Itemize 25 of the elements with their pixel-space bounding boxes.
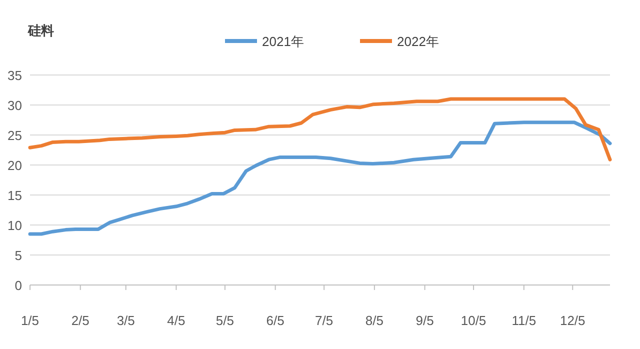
legend-label: 2021年 (262, 34, 304, 49)
x-tick-label: 11/5 (512, 313, 536, 328)
y-tick-label: 15 (8, 188, 22, 203)
chart-title: 硅料 (27, 23, 54, 38)
legend-label: 2022年 (397, 34, 439, 49)
x-tick-label: 10/5 (460, 313, 486, 328)
x-tick-label: 8/5 (365, 313, 384, 328)
x-tick-label: 5/5 (216, 313, 234, 328)
x-tick-label: 7/5 (315, 313, 334, 328)
x-tick-label: 12/5 (560, 313, 586, 328)
y-tick-label: 30 (8, 98, 22, 113)
y-tick-label: 5 (14, 248, 22, 263)
x-tick-label: 4/5 (167, 313, 186, 328)
y-tick-label: 25 (8, 128, 22, 143)
x-tick-label: 1/5 (20, 313, 40, 328)
y-tick-label: 10 (8, 218, 22, 233)
y-tick-label: 20 (8, 158, 22, 173)
y-tick-label: 35 (8, 68, 22, 83)
x-tick-label: 3/5 (116, 313, 135, 328)
line-series (28, 97, 612, 162)
x-tick-label: 2/5 (71, 313, 90, 328)
x-tick-label: 6/5 (266, 313, 284, 328)
line-series (28, 120, 612, 236)
y-tick-label: 0 (14, 278, 22, 293)
x-tick-label: 9/5 (416, 313, 434, 328)
